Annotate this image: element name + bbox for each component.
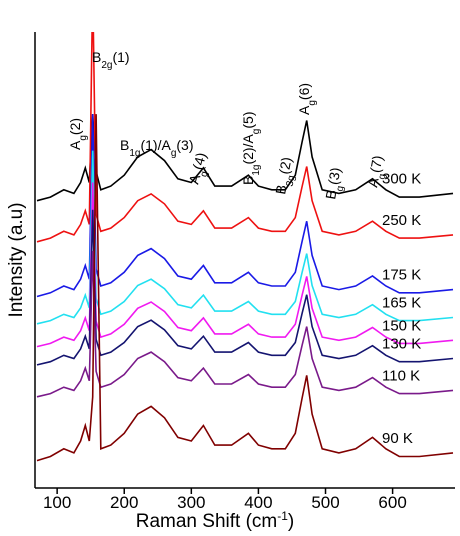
- peak-label-part: (3): [176, 137, 193, 153]
- x-axis-label-part: -1: [277, 509, 288, 523]
- series-label: 90 K: [382, 430, 413, 447]
- spectrum-line: [36, 209, 454, 366]
- plot-area: [36, 32, 454, 462]
- peak-label-part: B: [120, 137, 129, 153]
- peak-label-part: 1g: [129, 148, 140, 159]
- series-label: 250 K: [382, 212, 421, 229]
- x-axis-label-part: ): [288, 511, 294, 532]
- peak-label-part: A: [296, 105, 312, 115]
- peak-label: Ag(4): [185, 151, 214, 188]
- peak-label: Ag(2): [67, 118, 89, 150]
- peak-label: Ag(7): [364, 154, 391, 189]
- spectrum-line: [36, 250, 454, 398]
- x-axis-label-part: Raman Shift (cm: [136, 511, 277, 532]
- peak-label-part: B: [92, 49, 101, 65]
- peak-label-part: 2g: [101, 60, 112, 71]
- peak-label-part: (3): [325, 166, 344, 186]
- peak-label-part: (5): [240, 112, 256, 129]
- peak-label-part: (6): [296, 83, 312, 100]
- spectrum-line: [36, 32, 454, 243]
- peak-label-part: (1)/A: [140, 137, 171, 153]
- peak-label-part: B: [240, 176, 256, 185]
- peak-label-part: g: [78, 135, 89, 141]
- peak-label: B3g(2): [272, 156, 300, 197]
- peak-label-part: A: [364, 176, 381, 189]
- series-label: 300 K: [382, 170, 421, 187]
- peak-label-part: g: [251, 129, 262, 135]
- peak-label-part: (2): [67, 118, 83, 135]
- x-axis-label: Raman Shift (cm-1): [136, 509, 294, 532]
- peak-label: B1g(2)/Ag(5): [240, 112, 262, 186]
- peak-label-part: (4): [189, 151, 209, 172]
- series-label: 175 K: [382, 267, 421, 284]
- peak-label-part: g: [376, 173, 388, 180]
- peak-label-part: B: [272, 184, 289, 196]
- x-tick-label: 100: [43, 493, 71, 512]
- series-label: 110 K: [382, 367, 420, 384]
- spectrum-line: [36, 114, 454, 298]
- x-tick-label: 400: [244, 493, 272, 512]
- peak-label-part: B: [322, 189, 339, 201]
- peak-label-part: g: [307, 100, 318, 106]
- peak-label-part: (2)/A: [240, 134, 256, 165]
- series-label: 130 K: [382, 335, 421, 352]
- peak-label-part: g: [334, 185, 346, 192]
- series-label: 165 K: [382, 294, 421, 311]
- peak-label-part: A: [67, 140, 83, 150]
- peak-label-part: 3g: [284, 174, 297, 187]
- peak-label-part: (2): [276, 156, 295, 176]
- x-tick-label: 500: [311, 493, 339, 512]
- peak-label: B1g(1)/Ag(3): [120, 137, 194, 159]
- peak-label-part: g: [198, 170, 210, 178]
- peak-label: Ag(6): [296, 83, 318, 115]
- x-tick-label: 200: [110, 493, 138, 512]
- peak-label-part: (1): [112, 49, 129, 65]
- peak-label: B2g(1): [92, 49, 130, 71]
- series-label: 150 K: [382, 317, 421, 334]
- x-tick-label: 300: [177, 493, 205, 512]
- spectrum-line: [36, 182, 454, 348]
- x-tick-label: 600: [378, 493, 406, 512]
- y-axis-label: Intensity (a.u): [6, 202, 27, 317]
- peak-label-part: (7): [367, 154, 386, 174]
- spectrum-line: [36, 114, 454, 462]
- peak-label-part: 1g: [251, 165, 262, 176]
- peak-label: Bg(3): [322, 166, 349, 201]
- peak-label-part: g: [171, 148, 177, 159]
- spectrum-line: [36, 150, 454, 325]
- spectrum-line: [36, 114, 454, 202]
